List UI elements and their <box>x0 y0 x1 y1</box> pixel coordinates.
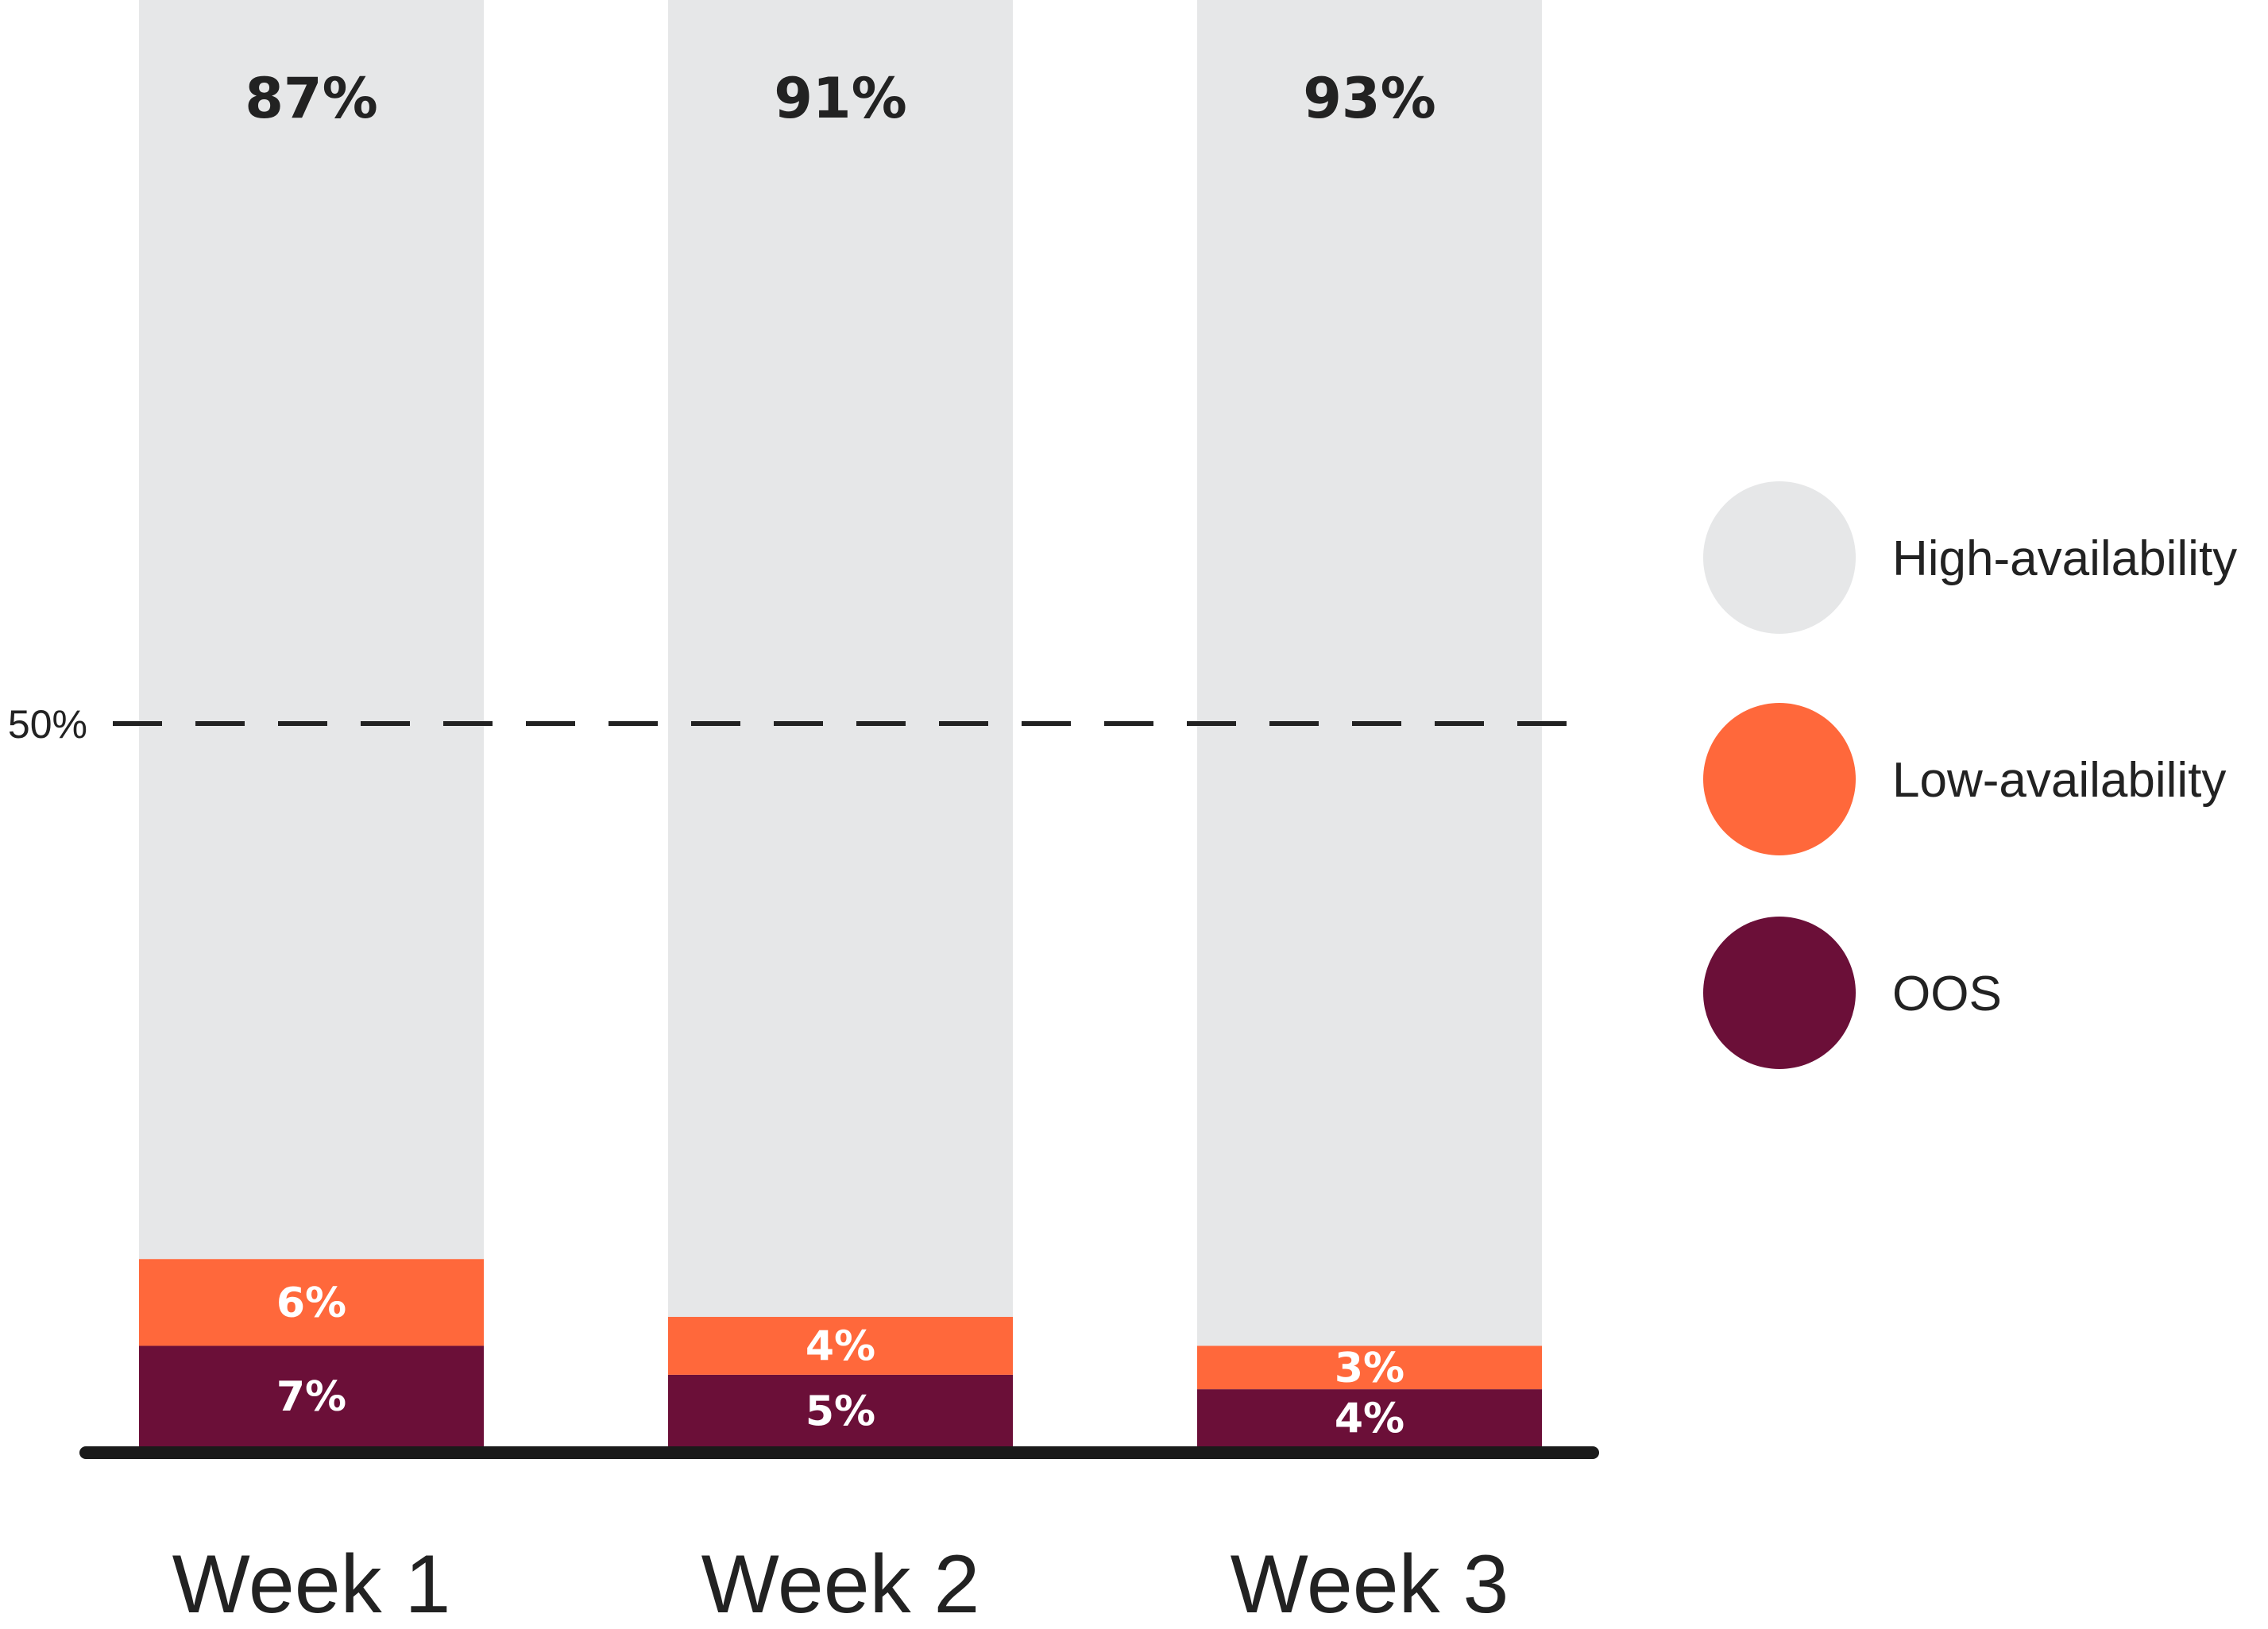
legend-swatch-high-availability <box>1703 481 1856 634</box>
data-label-low-availability-week-2: 4% <box>806 1322 875 1370</box>
data-label-high-availability-week-1: 87% <box>245 66 378 131</box>
bar-segment-high-availability-week-3 <box>1197 0 1542 1346</box>
bar-segment-low-availability-week-1 <box>139 1259 484 1346</box>
bar-segment-low-availability-week-3 <box>1197 1345 1542 1390</box>
legend: High-availability Low-availability OOS <box>1703 481 2237 1069</box>
legend-label-high-availability: High-availability <box>1892 531 2237 586</box>
legend-label-oos: OOS <box>1892 967 2002 1021</box>
bar-segment-oos-week-1 <box>139 1345 484 1447</box>
data-label-high-availability-week-3: 93% <box>1303 66 1436 131</box>
reference-line-label: 50% <box>8 702 87 747</box>
bar-segment-low-availability-week-2 <box>668 1317 1013 1375</box>
bar-segment-high-availability-week-1 <box>139 0 484 1260</box>
legend-swatch-oos <box>1703 917 1856 1069</box>
data-label-oos-week-3: 4% <box>1335 1395 1404 1443</box>
data-label-low-availability-week-3: 3% <box>1335 1345 1404 1392</box>
bar-segment-oos-week-2 <box>668 1374 1013 1447</box>
category-label-week-3: Week 3 <box>1231 1538 1509 1629</box>
bar-segment-oos-week-3 <box>1197 1389 1542 1447</box>
data-label-oos-week-2: 5% <box>806 1388 875 1435</box>
bar-segment-high-availability-week-2 <box>668 0 1013 1318</box>
category-label-week-1: Week 1 <box>172 1538 451 1629</box>
category-label-week-2: Week 2 <box>701 1538 980 1629</box>
legend-label-low-availability: Low-availability <box>1892 753 2226 808</box>
bars-group: 7%6%87%5%4%91%4%3%93% <box>139 0 1542 1447</box>
data-label-high-availability-week-2: 91% <box>774 66 907 131</box>
legend-swatch-low-availability <box>1703 703 1856 855</box>
data-label-low-availability-week-1: 6% <box>276 1280 346 1327</box>
category-labels: Week 1 Week 2 Week 3 <box>172 1538 1509 1629</box>
data-label-oos-week-1: 7% <box>276 1373 346 1421</box>
